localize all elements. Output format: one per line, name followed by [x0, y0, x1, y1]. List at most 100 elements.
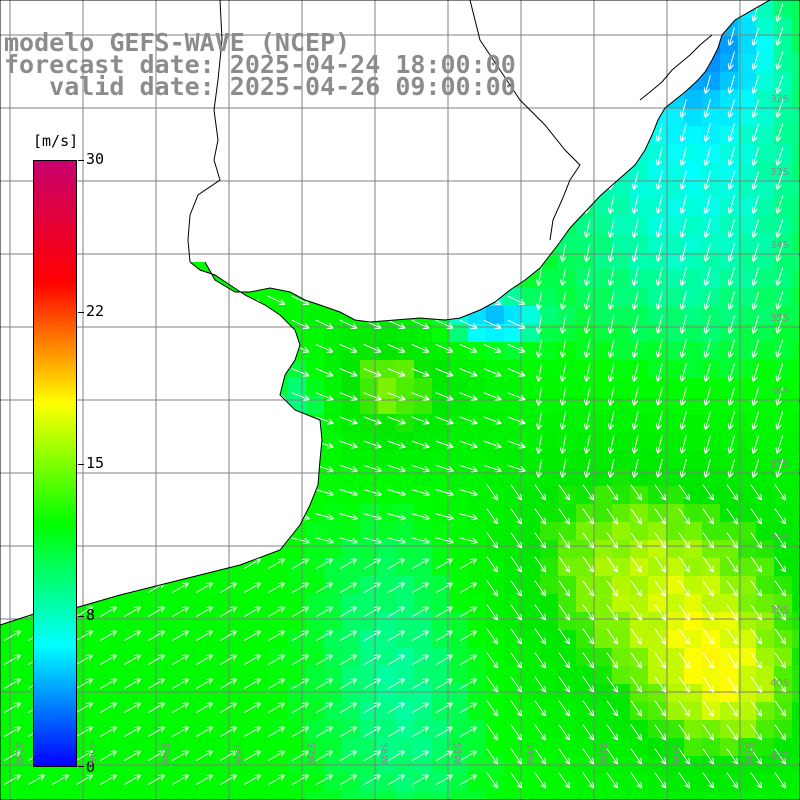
field-cell: [792, 360, 800, 379]
field-cell: [612, 216, 631, 235]
field-cell: [594, 738, 613, 757]
wind-arrow: [777, 195, 784, 212]
wind-arrow: [706, 291, 711, 308]
wind-arrow: [435, 608, 452, 617]
field-cell: [18, 738, 37, 757]
field-cell: [738, 504, 757, 523]
field-cell: [90, 684, 109, 703]
field-cell: [594, 468, 613, 487]
field-cell: [594, 252, 613, 271]
wind-arrow: [582, 652, 593, 668]
wind-arrow: [654, 604, 665, 620]
wind-arrow: [630, 652, 641, 668]
wind-arrow: [726, 676, 737, 692]
field-cell: [504, 594, 523, 613]
field-cell: [18, 792, 37, 800]
field-cell: [396, 630, 415, 649]
field-cell: [378, 342, 397, 361]
field-cell: [720, 612, 739, 631]
wind-arrow: [411, 704, 428, 713]
wind-arrow: [586, 219, 591, 237]
wind-arrow: [171, 608, 188, 617]
field-cell: [486, 468, 505, 487]
field-cell: [648, 162, 667, 181]
field-cell: [594, 288, 613, 307]
wind-arrow: [730, 363, 735, 380]
wind-arrow: [730, 219, 735, 236]
field-cell: [594, 702, 613, 721]
field-cell: [360, 504, 379, 523]
wind-arrow: [195, 752, 212, 761]
wind-arrow: [339, 513, 356, 519]
field-cell: [342, 630, 361, 649]
wind-arrow: [435, 440, 453, 447]
field-cell: [432, 576, 451, 595]
wind-arrow: [219, 704, 236, 713]
field-cell: [486, 558, 505, 577]
field-cell: [792, 72, 800, 91]
field-cell: [666, 612, 685, 631]
wind-arrow: [678, 532, 689, 548]
field-cell: [414, 792, 433, 800]
wind-arrow: [267, 608, 284, 617]
field-cell: [720, 720, 739, 739]
field-cell: [756, 144, 775, 163]
wind-arrow: [582, 724, 593, 740]
wind-arrow: [658, 339, 663, 356]
field-cell: [666, 198, 685, 217]
field-cell: [378, 702, 397, 721]
field-cell: [342, 342, 361, 361]
wind-arrow: [387, 440, 405, 447]
lon-label-60w: 60W: [86, 742, 97, 765]
field-cell: [540, 360, 559, 379]
field-cell: [630, 792, 649, 800]
wind-arrow: [706, 459, 711, 476]
wind-arrow: [682, 243, 687, 260]
field-cell: [720, 36, 739, 55]
field-cell: [468, 522, 487, 541]
wind-arrow: [753, 267, 760, 284]
field-cell: [360, 558, 379, 577]
field-cell: [720, 576, 739, 595]
field-cell: [738, 486, 757, 505]
field-cell: [630, 234, 649, 253]
wind-arrow: [606, 724, 617, 740]
field-cell: [738, 36, 757, 55]
wind-arrow: [387, 513, 404, 519]
wind-arrow: [486, 532, 497, 548]
field-cell: [792, 54, 800, 73]
field-cell: [756, 792, 775, 800]
wind-arrow: [606, 556, 617, 572]
field-cell: [342, 684, 361, 703]
field-cell: [576, 450, 595, 469]
wind-arrow: [562, 315, 567, 333]
wind-arrow: [753, 459, 760, 476]
wind-arrow: [753, 387, 760, 404]
field-cell: [18, 684, 37, 703]
field-cell: [648, 684, 667, 703]
wind-arrow: [634, 363, 639, 381]
wind-arrow: [682, 459, 687, 476]
wind-arrow: [315, 560, 332, 569]
field-cell: [342, 468, 361, 487]
field-cell: [702, 180, 721, 199]
field-cell: [54, 774, 73, 793]
wind-arrow: [483, 440, 501, 447]
field-cell: [468, 648, 487, 667]
wind-arrow: [507, 440, 525, 447]
field-cell: [378, 450, 397, 469]
wind-arrow: [339, 537, 356, 542]
field-cell: [612, 792, 631, 800]
wind-arrow: [315, 489, 332, 495]
field-cell: [684, 252, 703, 271]
field-cell: [792, 162, 800, 181]
colorbar-tick-15: 15: [86, 454, 105, 472]
field-cell: [738, 648, 757, 667]
field-cell: [702, 702, 721, 721]
field-cell: [648, 666, 667, 685]
wind-arrow: [315, 680, 332, 689]
field-cell: [396, 684, 415, 703]
wind-arrow: [654, 580, 665, 596]
field-cell: [774, 108, 793, 127]
wind-arrow: [219, 584, 236, 593]
